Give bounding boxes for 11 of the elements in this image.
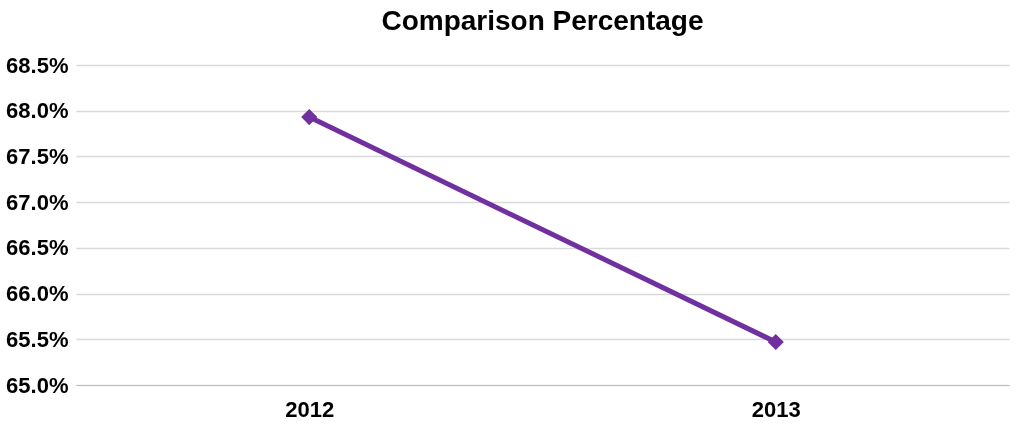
y-tick-label: 65.5%: [6, 326, 69, 352]
y-tick-label: 65.0%: [6, 372, 69, 398]
y-tick-label: 67.0%: [6, 189, 69, 215]
y-tick-label: 66.5%: [6, 235, 69, 261]
y-tick-label: 67.5%: [6, 143, 69, 169]
y-tick-label: 68.0%: [6, 98, 69, 124]
x-tick-label: 2012: [285, 396, 335, 422]
y-tick-label: 66.0%: [6, 281, 69, 307]
x-tick-label: 2013: [751, 396, 801, 422]
chart-title: Comparison Percentage: [381, 5, 704, 36]
y-tick-label: 68.5%: [6, 52, 69, 78]
